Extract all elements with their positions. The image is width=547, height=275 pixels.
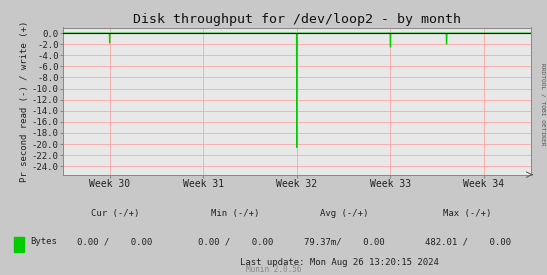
Text: RRDTOOL / TOBI OETIKER: RRDTOOL / TOBI OETIKER [540, 63, 546, 146]
Text: 0.00 /    0.00: 0.00 / 0.00 [197, 238, 273, 246]
Text: 0.00 /    0.00: 0.00 / 0.00 [77, 238, 153, 246]
Text: Cur (-/+): Cur (-/+) [91, 209, 139, 218]
Y-axis label: Pr second read (-) / write (+): Pr second read (-) / write (+) [20, 20, 29, 182]
Text: Bytes: Bytes [30, 238, 57, 246]
Text: Last update: Mon Aug 26 13:20:15 2024: Last update: Mon Aug 26 13:20:15 2024 [240, 258, 439, 267]
Text: Max (-/+): Max (-/+) [444, 209, 492, 218]
Title: Disk throughput for /dev/loop2 - by month: Disk throughput for /dev/loop2 - by mont… [133, 13, 461, 26]
Text: Munin 2.0.56: Munin 2.0.56 [246, 265, 301, 274]
Text: 79.37m/    0.00: 79.37m/ 0.00 [304, 238, 385, 246]
Text: Min (-/+): Min (-/+) [211, 209, 259, 218]
Text: Avg (-/+): Avg (-/+) [321, 209, 369, 218]
Text: 482.01 /    0.00: 482.01 / 0.00 [424, 238, 511, 246]
